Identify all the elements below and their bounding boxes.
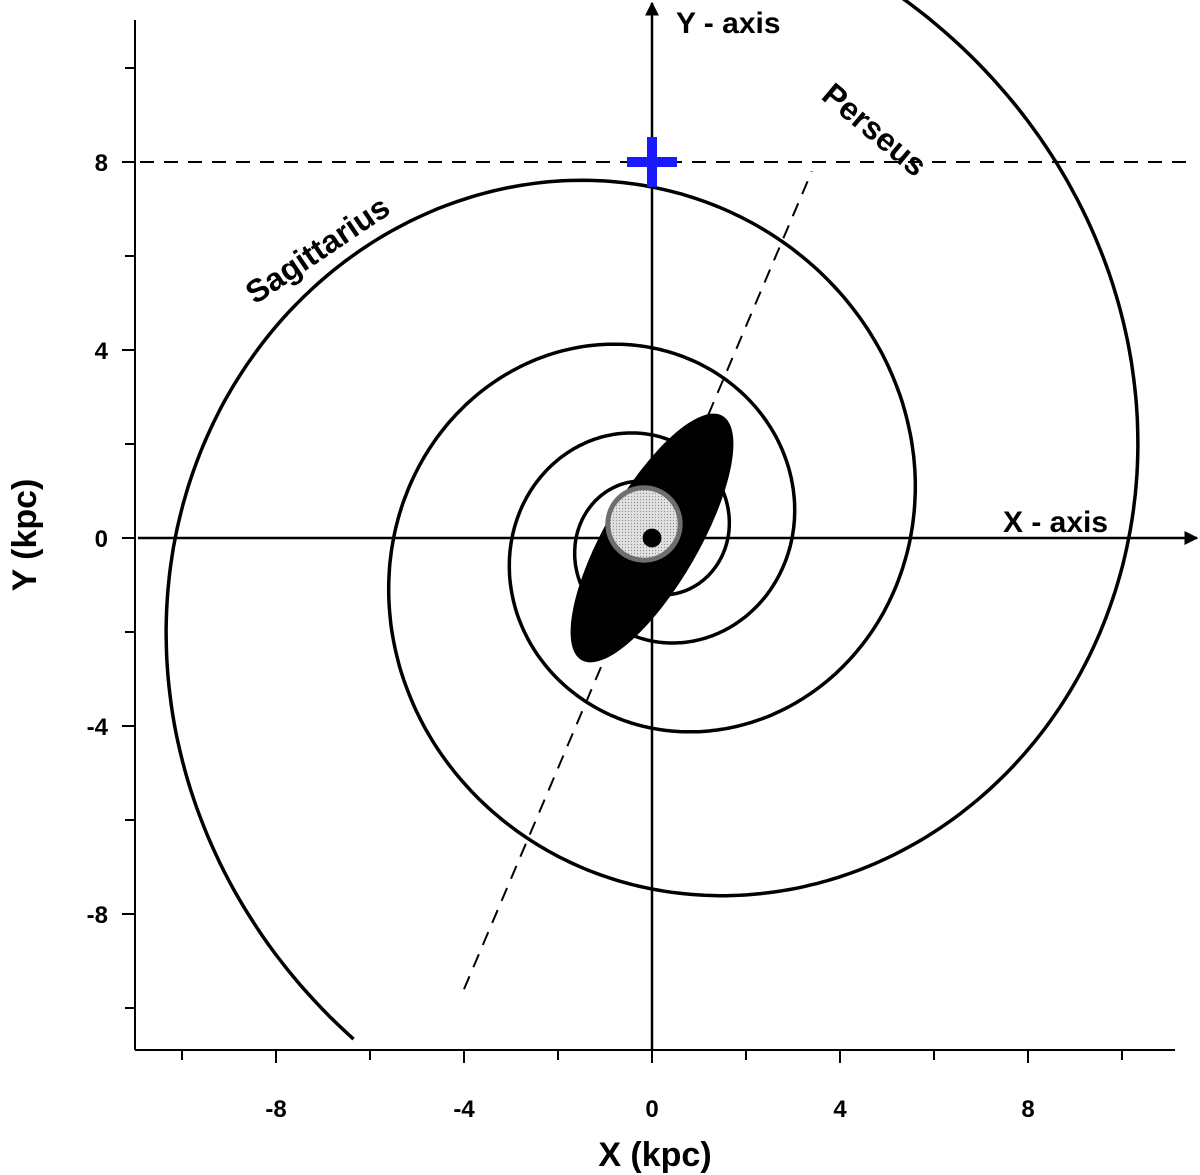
y-axis-title: Y (kpc) <box>6 479 44 592</box>
x-tick-label: 4 <box>833 1096 847 1123</box>
x-axis-annotation: X - axis <box>1003 506 1108 539</box>
y-axis-annotation: Y - axis <box>676 7 781 40</box>
x-tick-label: -4 <box>453 1096 475 1123</box>
y-tick-label: -4 <box>87 714 109 741</box>
sagittarius-label: Sagittarius <box>239 188 396 310</box>
x-axis-title: X (kpc) <box>598 1136 711 1174</box>
frame-axes <box>134 20 1175 1051</box>
x-tick-label: 8 <box>1021 1096 1034 1123</box>
x-tick-label: 0 <box>645 1096 658 1123</box>
y-tick-label: -8 <box>87 902 108 929</box>
y-tick-label: 0 <box>95 526 108 553</box>
y-tick-label: 4 <box>95 338 109 365</box>
spiral-arm-perseus <box>164 178 918 1041</box>
y-tick-label: 8 <box>95 150 108 177</box>
sun-marker <box>627 137 677 187</box>
x-tick-label: -8 <box>265 1096 286 1123</box>
galactic-center-dot <box>642 528 662 548</box>
sun-marker-vertical <box>647 137 657 187</box>
perseus-label: Perseus <box>816 76 935 184</box>
x-ticks: -8 -4 0 4 8 <box>181 1050 1123 1123</box>
spiral-arm-sagittarius <box>386 0 1140 898</box>
galactic-bulge <box>605 485 683 563</box>
spiral-arms <box>164 0 1140 1041</box>
y-ticks: -8 -4 0 4 8 <box>87 67 135 1009</box>
